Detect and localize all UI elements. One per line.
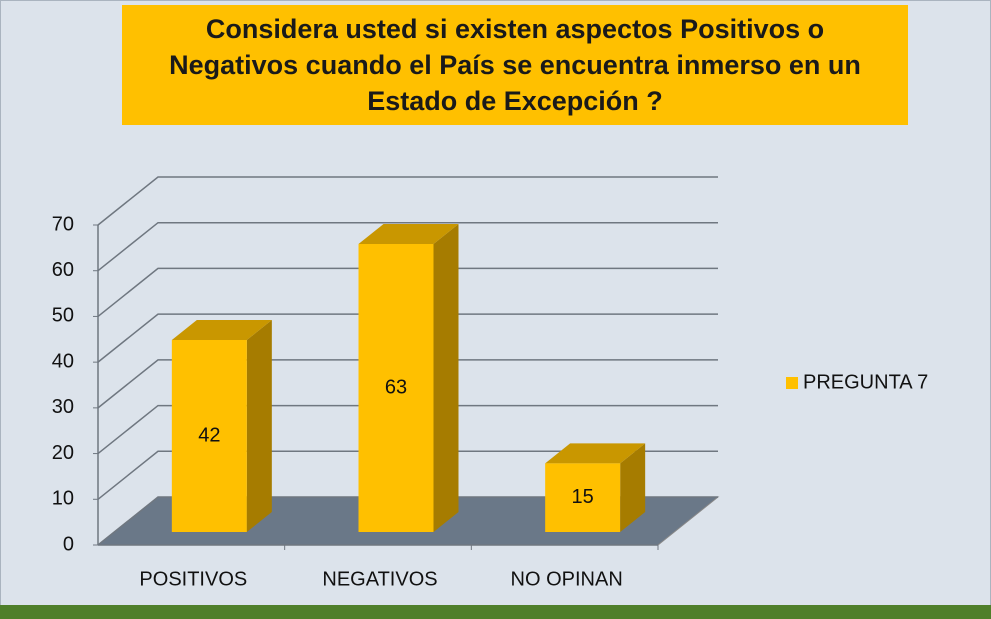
grid-line: [97, 450, 718, 500]
legend-swatch: [786, 377, 798, 389]
grid-line: [97, 313, 718, 363]
bar-front: [171, 340, 247, 532]
y-tick-label: 70: [52, 213, 74, 235]
grid-line: [97, 221, 718, 272]
grid-line: [97, 404, 718, 455]
bar: [545, 443, 646, 532]
bar: [171, 320, 272, 532]
x-tick-label: NEGATIVOS: [322, 568, 437, 590]
y-tick-label: 40: [52, 350, 74, 372]
y-tick-label: 20: [52, 442, 74, 464]
bar-front: [358, 244, 434, 532]
grid-line: [97, 359, 718, 409]
y-tick-label: 10: [52, 488, 74, 510]
bar-top: [171, 320, 272, 340]
bar-top: [545, 443, 646, 464]
grid-line: [97, 176, 718, 226]
data-label: 63: [385, 376, 407, 398]
x-tick-label: NO OPINAN: [511, 568, 623, 590]
x-tick-label: POSITIVOS: [139, 568, 247, 590]
chart: 0 10 20 30 40 50 60 70 POSITIVOS NEGATIVOS NO OPIN…: [52, 176, 928, 590]
data-label: 42: [198, 424, 220, 446]
data-label: 15: [572, 486, 594, 508]
bar-top: [358, 224, 459, 244]
bar-side: [620, 443, 646, 532]
y-tick-label: 0: [63, 533, 74, 555]
chart-title: Considera usted si existen aspectos Posi…: [122, 5, 908, 125]
y-tick-label: 60: [52, 259, 74, 281]
bar-front: [545, 463, 621, 532]
bar: [358, 224, 459, 532]
grid-line: [97, 496, 718, 546]
y-tick-label: 30: [52, 396, 74, 418]
legend-label: PREGUNTA 7: [803, 371, 928, 393]
y-tick-label: 50: [52, 305, 74, 327]
grid-line: [97, 267, 718, 318]
bottom-strip: [0, 605, 991, 619]
bar-side: [246, 320, 272, 532]
bar-side: [433, 224, 459, 532]
